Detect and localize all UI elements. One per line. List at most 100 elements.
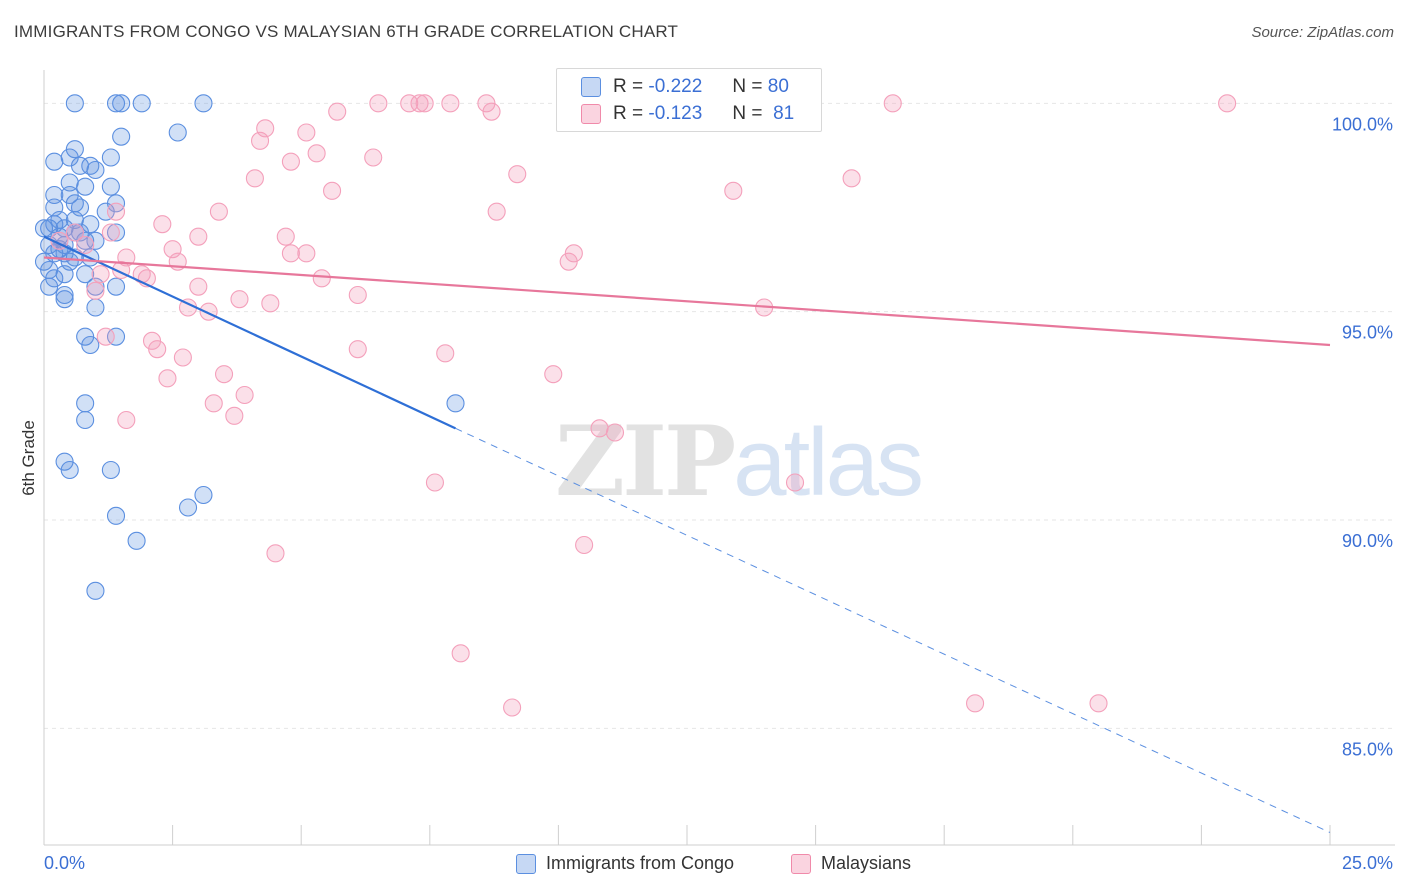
chart-title: IMMIGRANTS FROM CONGO VS MALAYSIAN 6TH G… bbox=[14, 22, 679, 41]
malaysians-point bbox=[65, 223, 84, 242]
congo-point bbox=[55, 265, 74, 284]
malaysians-point bbox=[415, 94, 434, 113]
congo-point bbox=[76, 177, 95, 196]
congo-point bbox=[81, 335, 100, 355]
malaysians-point bbox=[76, 235, 95, 255]
congo-point bbox=[106, 327, 126, 346]
congo-legend-icon bbox=[516, 853, 536, 874]
malaysians-point bbox=[297, 123, 316, 142]
malaysians-point bbox=[590, 419, 609, 438]
malaysians-point bbox=[158, 369, 177, 388]
malaysians-point bbox=[204, 394, 223, 413]
malaysians-point bbox=[307, 144, 326, 163]
congo-point bbox=[45, 215, 64, 234]
y-tick-label: 95.0% bbox=[1342, 323, 1393, 343]
congo-point bbox=[86, 581, 105, 600]
malaysians-point bbox=[235, 385, 254, 405]
malaysians-point bbox=[117, 410, 136, 430]
malaysians-point bbox=[281, 152, 300, 171]
malaysians-point bbox=[225, 406, 244, 425]
legend-item-congo[interactable]: Immigrants from Congo bbox=[516, 853, 734, 874]
malaysians-point bbox=[785, 473, 805, 492]
congo-point bbox=[65, 94, 84, 113]
malaysians-point bbox=[482, 102, 501, 121]
congo-point bbox=[194, 485, 213, 505]
malaysians-point bbox=[209, 202, 228, 221]
axes bbox=[43, 70, 1395, 846]
malaysians-point bbox=[230, 290, 249, 309]
congo-point bbox=[96, 202, 115, 221]
congo-swatch-icon bbox=[581, 77, 601, 97]
malaysians-point bbox=[559, 252, 578, 271]
malaysians-point bbox=[328, 102, 347, 121]
tick-labels: 85.0% 90.0% 95.0% 100.0% 0.0% 25.0% 6th Grade bbox=[19, 114, 1393, 873]
y-axis-label: 6th Grade bbox=[19, 420, 38, 496]
congo-point bbox=[86, 298, 105, 317]
y-tick-label: 90.0% bbox=[1342, 531, 1393, 551]
congo-point bbox=[194, 94, 213, 113]
congo-point bbox=[45, 152, 64, 171]
congo-point bbox=[76, 394, 95, 413]
r-value: -0.222 bbox=[648, 76, 703, 97]
congo-point bbox=[76, 265, 95, 284]
congo-point bbox=[132, 94, 151, 113]
malaysians-point bbox=[173, 348, 192, 367]
malaysians-point bbox=[436, 344, 455, 363]
malaysians-point bbox=[348, 340, 367, 359]
congo-point bbox=[178, 498, 198, 517]
malaysians-point bbox=[189, 277, 208, 296]
malaysians-point bbox=[312, 269, 331, 288]
malaysians-point bbox=[487, 202, 506, 221]
n-label: N = bbox=[732, 76, 763, 97]
congo-point bbox=[127, 531, 146, 550]
x-tick-label: 25.0% bbox=[1342, 853, 1393, 873]
watermark-atlas: atlas bbox=[733, 409, 924, 516]
n-label: N = bbox=[732, 103, 763, 124]
congo-point bbox=[101, 460, 120, 480]
malaysians-point bbox=[101, 223, 120, 242]
congo-point bbox=[40, 277, 59, 296]
congo-point bbox=[86, 160, 105, 180]
trend-lines bbox=[43, 235, 1331, 833]
malaysians-point bbox=[214, 365, 234, 384]
congo-point bbox=[86, 231, 105, 250]
malaysians-point bbox=[451, 644, 470, 663]
malaysians-point bbox=[1218, 94, 1237, 113]
malaysians-point bbox=[1089, 694, 1108, 713]
malaysians-point bbox=[842, 169, 861, 188]
watermark-zip: ZIP bbox=[555, 405, 736, 518]
malaysians-point bbox=[410, 94, 429, 113]
congo-point bbox=[55, 290, 74, 309]
congo-point bbox=[60, 460, 79, 480]
n-value: 80 bbox=[767, 76, 789, 97]
data-points bbox=[34, 94, 1237, 717]
malaysians-point bbox=[261, 294, 280, 313]
malaysians-point bbox=[106, 202, 126, 221]
malaysians-point bbox=[276, 227, 295, 246]
malaysians-point bbox=[297, 244, 316, 263]
malaysians-point bbox=[189, 227, 208, 246]
legend-item-malaysians[interactable]: Malaysians bbox=[791, 853, 911, 874]
correlation-row-malaysians: R = -0.123 N = 81 bbox=[581, 103, 794, 125]
malaysians-point bbox=[96, 327, 115, 346]
malaysians-point bbox=[369, 94, 388, 113]
correlation-legend: R = -0.222 N = 80 R = -0.123 N = 81 bbox=[556, 68, 822, 132]
series-legend: Immigrants from Congo Malaysians bbox=[0, 850, 1406, 880]
legend-label-malaysians: Malaysians bbox=[821, 853, 912, 873]
congo-point bbox=[55, 285, 74, 305]
malaysians-point bbox=[400, 94, 419, 113]
malaysians-point bbox=[575, 535, 594, 555]
congo-point bbox=[45, 185, 64, 205]
malaysians-point bbox=[348, 285, 367, 305]
malaysians-point bbox=[605, 423, 625, 442]
watermark: ZIPatlas bbox=[555, 405, 924, 518]
malaysians-point bbox=[508, 165, 527, 184]
malaysians-point bbox=[266, 544, 285, 563]
malaysians-point bbox=[250, 131, 270, 150]
malaysians-point bbox=[148, 340, 167, 359]
malaysians-point bbox=[86, 281, 105, 300]
malaysians-point bbox=[441, 94, 460, 113]
congo-point bbox=[112, 94, 131, 113]
malaysians-point bbox=[425, 473, 444, 492]
